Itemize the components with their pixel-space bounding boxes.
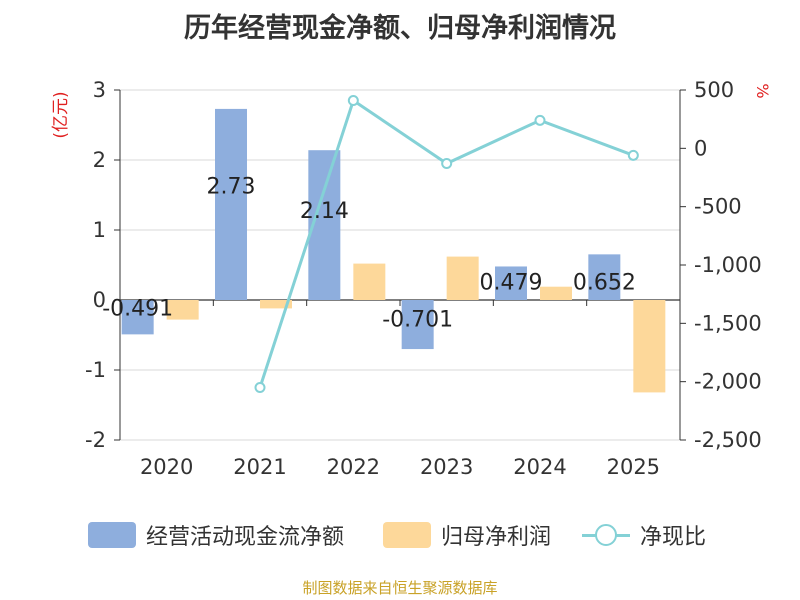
line-series [254, 95, 639, 393]
data-label-cashflow: -0.701 [382, 308, 453, 333]
legend-item-ratio[interactable]: 净现比 [582, 520, 706, 550]
left-tick-label: -1 [85, 358, 106, 382]
bars [121, 108, 666, 393]
bar-cashflow [495, 266, 527, 300]
line-ratio-point [534, 114, 546, 126]
right-tick-label: -500 [694, 195, 742, 219]
legend-item-cashflow[interactable]: 经营活动现金流净额 [88, 520, 344, 550]
bar-profit [540, 286, 572, 300]
data-label-cashflow: 0.479 [480, 271, 543, 296]
data-labels: -0.491 2.73 2.14 -0.701 0.479 0.652 [102, 174, 636, 332]
left-tick-label: -2 [85, 428, 106, 452]
right-axis-unit: % [753, 83, 772, 98]
category-label: 2020 [140, 455, 193, 479]
bar-profit [446, 256, 479, 300]
line-ratio-point [254, 382, 266, 393]
bar-profit [166, 300, 199, 320]
axes: -2 -1 0 1 2 3 -2,500 -2,000 -1,500 -1,000 -500 0 500… [51, 78, 772, 479]
category-label: 2025 [607, 455, 660, 479]
category-label: 2024 [513, 455, 566, 479]
right-tick-label: -2,000 [694, 370, 762, 394]
left-tick-label: 3 [93, 78, 106, 102]
left-tick-label: 2 [93, 148, 106, 172]
category-label: 2021 [233, 455, 286, 479]
bar-cashflow [215, 108, 247, 301]
legend-line-ratio [582, 522, 630, 548]
legend-swatch-cashflow [88, 522, 136, 548]
left-axis-unit: (亿元) [51, 91, 71, 138]
bar-profit [633, 300, 666, 393]
bar-cashflow [401, 300, 434, 350]
right-tick-label: -1,500 [694, 311, 762, 335]
data-label-cashflow: -0.491 [102, 296, 173, 321]
line-ratio-point [441, 158, 453, 169]
legend-label-ratio: 净现比 [640, 525, 707, 550]
line-ratio-point [347, 95, 359, 106]
category-label: 2023 [420, 455, 473, 479]
line-ratio-point [627, 149, 639, 161]
data-source-note: 制图数据来自恒生聚源数据库 [302, 579, 498, 597]
left-tick-label: 0 [93, 288, 106, 312]
data-label-cashflow: 2.73 [207, 174, 256, 199]
bar-cashflow [121, 300, 154, 335]
bar-profit [260, 300, 292, 309]
bar-cashflow [588, 254, 621, 300]
chart-title: 历年经营现金净额、归母净利润情况 [184, 13, 616, 44]
data-label-cashflow: 0.652 [573, 271, 636, 296]
bar-profit [353, 263, 386, 300]
legend-label-profit: 归母净利润 [441, 525, 552, 550]
category-label: 2022 [327, 455, 380, 479]
legend-label-cashflow: 经营活动现金流净额 [146, 525, 345, 550]
right-tick-label: -1,000 [694, 253, 762, 277]
legend-item-profit[interactable]: 归母净利润 [383, 520, 551, 550]
right-tick-label: -2,500 [694, 428, 762, 452]
data-label-cashflow: 2.14 [300, 199, 349, 224]
right-tick-label: 0 [694, 136, 707, 160]
legend-swatch-profit [383, 522, 431, 548]
right-tick-label: 500 [694, 78, 734, 102]
left-tick-label: 1 [93, 218, 106, 242]
